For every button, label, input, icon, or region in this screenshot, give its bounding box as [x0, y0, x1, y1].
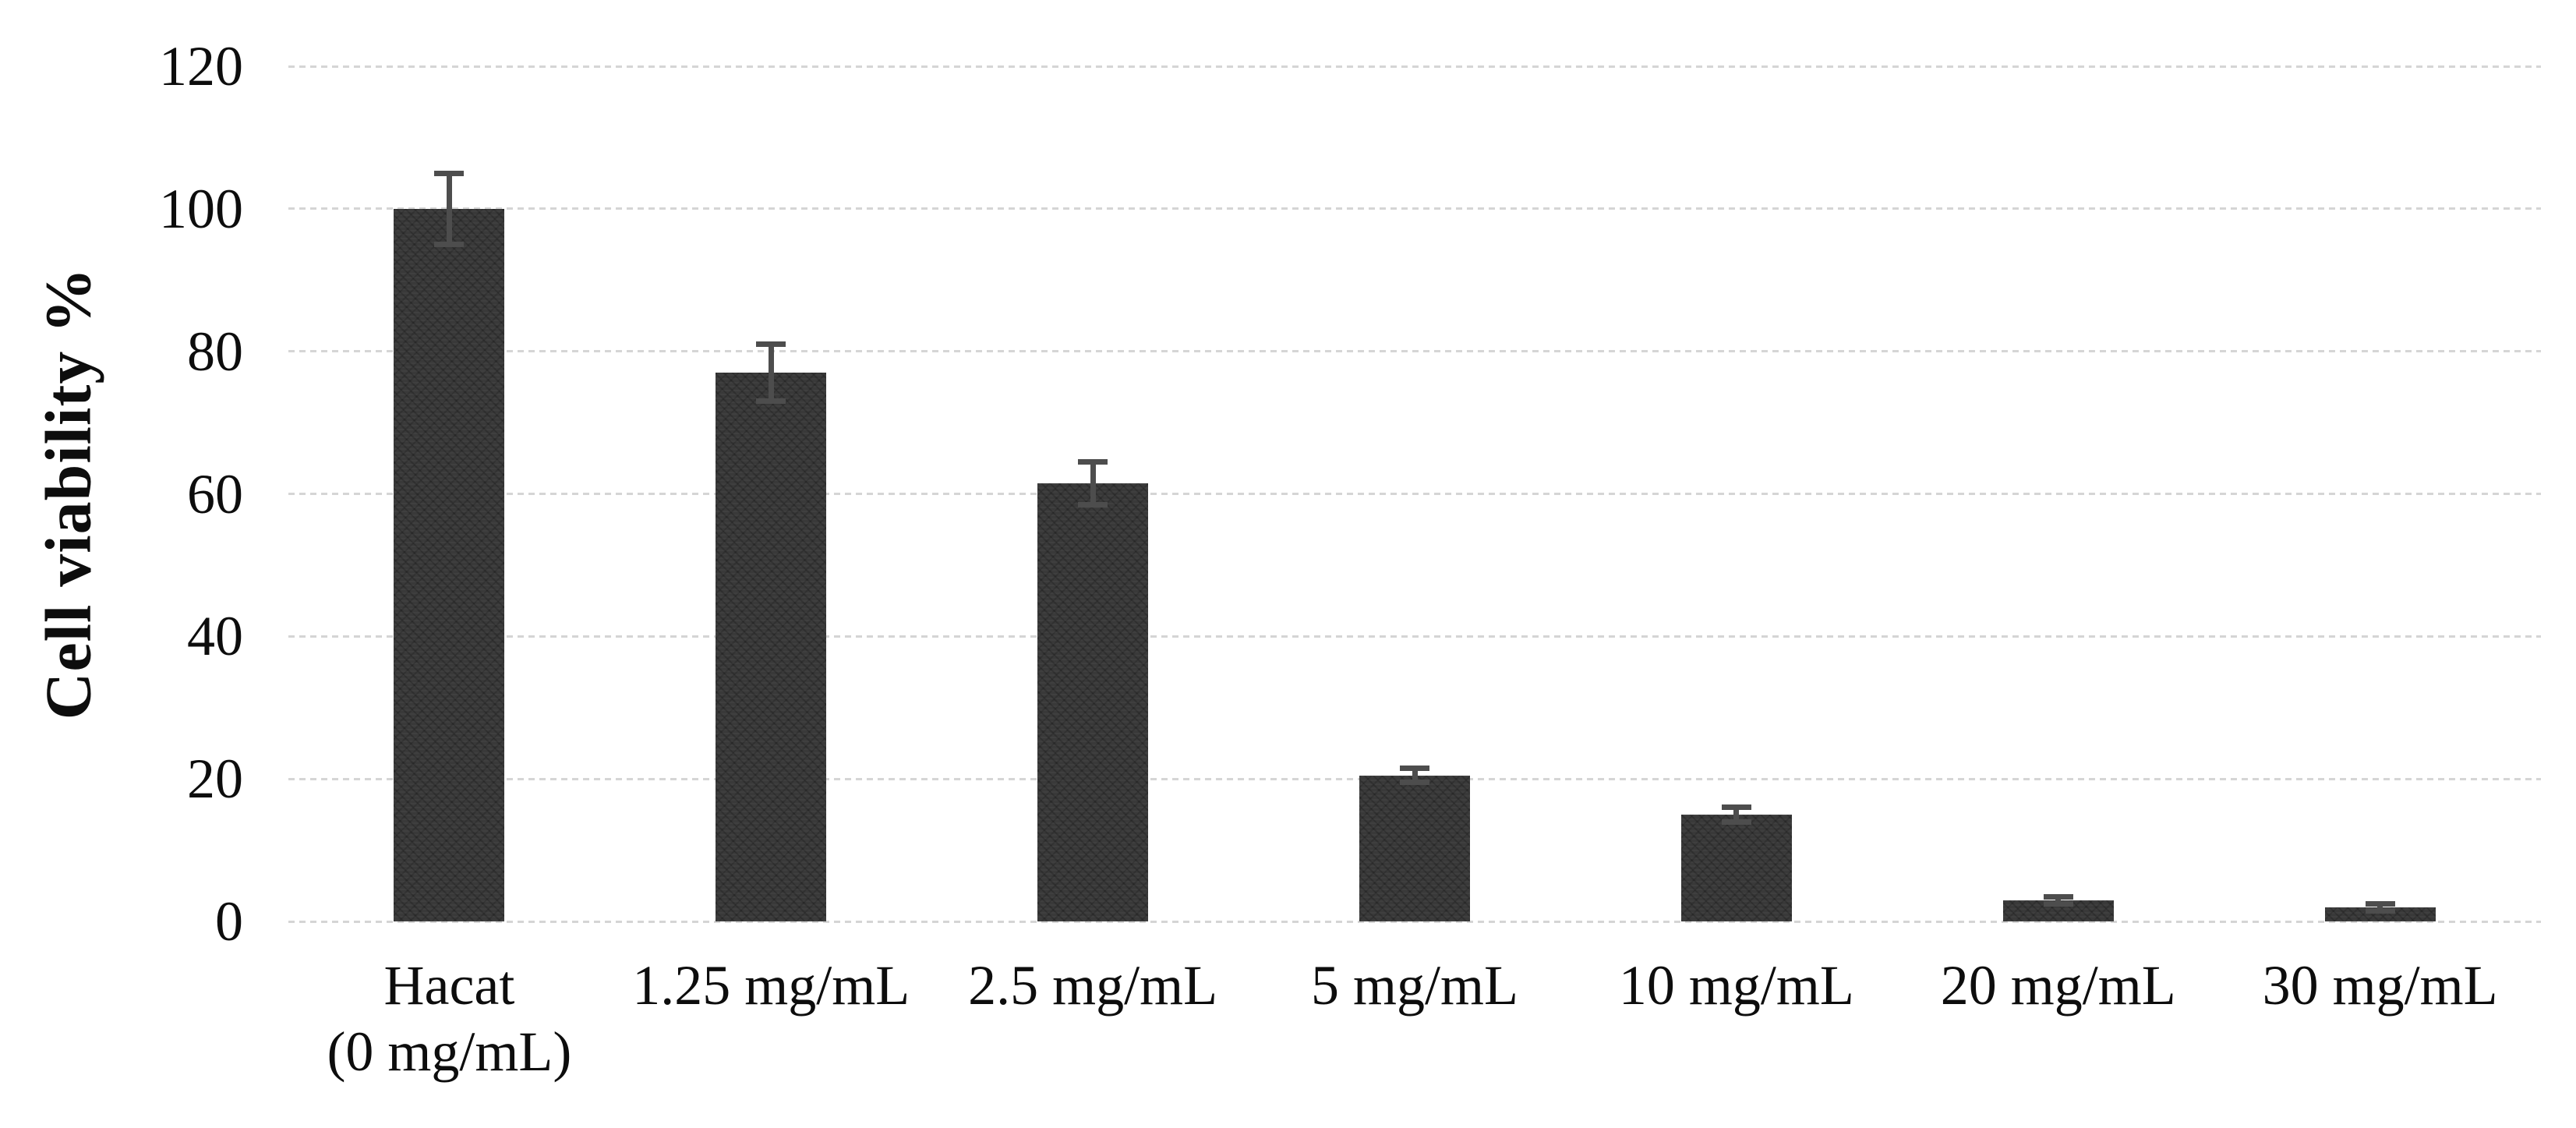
gridline-y60: [288, 493, 2541, 495]
error-bar-cap-top: [1721, 804, 1751, 811]
x-category-label: 30 mg/mL: [2262, 954, 2498, 1017]
error-bar-cap-bottom: [1400, 780, 1429, 786]
error-bar-cap-bottom: [756, 398, 786, 405]
bar-7: [2324, 907, 2436, 921]
error-bar-cap-bottom: [434, 242, 465, 248]
bar-4: [1359, 775, 1470, 921]
error-bar-stem: [446, 173, 452, 245]
gridline-y120: [288, 65, 2541, 68]
x-category-label: 2.5 mg/mL: [968, 954, 1218, 1017]
gridline-y0: [288, 920, 2541, 923]
error-bar-cap-bottom: [2043, 900, 2073, 907]
error-bar-stem: [2377, 903, 2383, 911]
error-bar-stem: [768, 344, 774, 401]
error-bar-cap-top: [2043, 893, 2073, 900]
error-bar-cap-top: [756, 341, 786, 348]
x-category-label: 5 mg/mL: [1310, 954, 1518, 1017]
error-bar-stem: [2055, 896, 2062, 904]
bar-3: [1037, 483, 1149, 921]
gridline-y80: [288, 350, 2541, 353]
error-bar-cap-top: [2365, 900, 2395, 907]
x-category-label: 10 mg/mL: [1618, 954, 1854, 1017]
error-bar-cap-top: [434, 170, 465, 176]
error-bar-stem: [1090, 461, 1096, 505]
x-category-label: 20 mg/mL: [1940, 954, 2176, 1017]
y-tick-label: 100: [159, 177, 243, 240]
bar-6: [2002, 900, 2114, 921]
y-tick-label: 0: [215, 890, 243, 953]
y-tick-label: 40: [187, 605, 243, 668]
bar-5: [1680, 814, 1792, 921]
error-bar-stem: [1412, 768, 1418, 783]
error-bar-cap-bottom: [1078, 501, 1108, 507]
gridline-y40: [288, 635, 2541, 638]
y-tick-label: 20: [187, 748, 243, 811]
bar-1: [394, 208, 505, 921]
error-bar-cap-top: [1400, 765, 1429, 771]
x-category-label: 1.25 mg/mL: [632, 954, 910, 1017]
error-bar-cap-bottom: [1721, 819, 1751, 825]
x-category-label: Hacat (0 mg/mL): [327, 954, 572, 1083]
error-bar-stem: [1733, 807, 1740, 822]
gridline-y100: [288, 207, 2541, 210]
y-tick-label: 120: [159, 35, 243, 97]
bar-2: [716, 373, 827, 921]
error-bar-cap-top: [1078, 458, 1108, 465]
y-tick-label: 80: [187, 320, 243, 383]
y-tick-label: 60: [187, 462, 243, 525]
error-bar-cap-bottom: [2365, 907, 2395, 914]
